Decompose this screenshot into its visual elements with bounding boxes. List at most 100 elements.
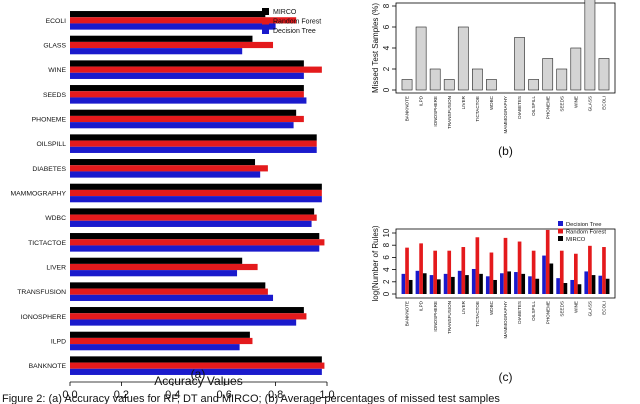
category-label-glass: GLASS (588, 96, 593, 111)
category-label-ecoli: ECOLI (46, 18, 67, 25)
y-tick-label-2: 4 (382, 267, 391, 272)
bar-decision-tree-wine (70, 72, 304, 79)
bar-random-forest-transfusion (70, 288, 268, 295)
bar-random-forest-ecoli (70, 17, 297, 24)
category-label-wdbc: WDBC (489, 300, 494, 315)
category-label-oilspill: OILSPILL (531, 301, 536, 321)
bar-random-forest-ilpd (419, 243, 423, 294)
category-label-banknote: BANKNOTE (29, 363, 67, 370)
bar-mirco-ilpd (70, 331, 250, 338)
bar-mirco-ecoli (605, 278, 610, 294)
bar-mirco-ecoli (70, 11, 266, 18)
category-label-diabetes: DIABETES (32, 166, 66, 173)
y-tick-label-0: 0 (382, 291, 391, 296)
bar-random-forest-wine (70, 66, 322, 73)
bar-wine (570, 47, 582, 91)
bar-decision-tree-seeds (70, 97, 307, 104)
bar-mirco-diabetes (70, 159, 256, 166)
bar-decision-tree-wine (570, 279, 575, 294)
y-axis-title: Missed Test Samples (%) (371, 3, 380, 93)
bar-mirco-oilspill (535, 278, 540, 294)
panel-b-missed-samples-chart: BANKNOTE ILPD IONOSPHERE TRANSFUSION LIVER TI… (371, 0, 616, 158)
bar-random-forest-oilspill (70, 140, 317, 147)
category-label-ionosphere: IONOSPHERE (21, 314, 67, 321)
category-label-phoneme: PHONEME (32, 117, 67, 124)
category-label-transfusion: TRANSFUSION (447, 96, 452, 129)
bar-random-forest-tictactoe (70, 239, 325, 246)
bar-random-forest-banknote (405, 247, 409, 294)
panel-label-b: (b) (498, 144, 513, 158)
bar-mirco-ionosphere (70, 307, 304, 314)
bar-decision-tree-banknote (70, 368, 322, 375)
category-label-ionosphere: IONOSPHERE (433, 301, 438, 332)
bar-transfusion (443, 79, 455, 91)
bar-mirco-phoneme (70, 109, 297, 116)
bar-decision-tree-ionosphere (70, 319, 297, 326)
category-label-seeds: SEEDS (43, 92, 67, 99)
panel-a-accuracy-chart: ECOLI GLASS WINE SEEDS PHONEME OILSPILL DIABET… (10, 8, 335, 401)
bar-random-forest-ecoli (602, 247, 606, 294)
category-label-diabetes: DIABETES (517, 301, 522, 324)
bar-random-forest-ilpd (70, 337, 253, 345)
legend-swatch-mirco (558, 236, 563, 241)
category-label-diabetes: DIABETES (517, 96, 522, 119)
bar-decision-tree-mammography (500, 273, 504, 294)
bar-decision-tree-liver (70, 270, 238, 277)
bar-random-forest-ionosphere (433, 250, 437, 294)
bar-mirco-banknote (408, 279, 413, 294)
category-label-liver: LIVER (461, 300, 466, 314)
category-label-mammography: MAMMOGRAPHY (10, 191, 66, 198)
bar-decision-tree-wdbc (70, 220, 312, 227)
bar-random-forest-wdbc (70, 214, 317, 221)
bar-decision-tree-phoneme (542, 255, 546, 294)
category-label-wine: WINE (48, 67, 66, 74)
legend-label-random-forest: Random Forest (566, 230, 606, 236)
category-label-glass: GLASS (43, 43, 66, 50)
legend-swatch-random-forest (558, 228, 563, 234)
category-label-banknote: BANKNOTE (405, 301, 410, 326)
bar-mirco-oilspill (70, 134, 317, 141)
bar-mirco-tictactoe (479, 273, 483, 294)
bar-mirco-glass (591, 275, 596, 294)
x-tick-label-4: 0.8 (268, 389, 283, 401)
y-tick-label-4: 8 (382, 242, 391, 247)
y-tick-label-4: 8 (382, 3, 391, 8)
category-label-wdbc: WDBC (45, 215, 66, 222)
bar-random-forest-phoneme (545, 229, 550, 294)
category-label-phoneme: PHONEME (545, 96, 550, 119)
bar-decision-tree-glass (70, 48, 243, 55)
bar-random-forest-seeds (70, 91, 304, 98)
y-axis-title: log(Number of Rules) (371, 225, 380, 301)
category-label-ecoli: ECOLI (602, 301, 607, 315)
bar-decision-tree-phoneme (70, 122, 294, 129)
bar-decision-tree-oilspill (70, 146, 317, 153)
bar-random-forest-glass (70, 41, 274, 49)
category-label-liver: LIVER (461, 95, 466, 109)
bar-random-forest-wdbc (489, 252, 494, 294)
bar-mirco-liver (465, 275, 469, 294)
bar-mirco-transfusion (70, 282, 266, 289)
category-label-liver: LIVER (46, 265, 66, 272)
category-label-banknote: BANKNOTE (405, 96, 410, 121)
category-label-ilpd: ILPD (51, 339, 66, 346)
category-label-tictactoe: TICTACTOE (475, 301, 480, 327)
category-label-mammography: MAMMOGRAPHY (503, 301, 508, 339)
bar-glass (584, 0, 596, 91)
bar-random-forest-mammography (503, 237, 508, 294)
bar-decision-tree-banknote (401, 273, 406, 294)
category-label-seeds: SEEDS (559, 301, 564, 317)
bar-decision-tree-diabetes (70, 171, 261, 178)
bar-decision-tree-ecoli (598, 275, 603, 294)
bar-random-forest-banknote (70, 362, 325, 369)
bar-decision-tree-glass (584, 271, 589, 294)
bar-decision-tree-wdbc (485, 276, 490, 294)
plot-frame (395, 228, 616, 299)
panel-label-c: (c) (499, 370, 513, 384)
legend-swatch-decision-tree (262, 27, 269, 34)
x-tick-label-1: 0.2 (114, 389, 129, 401)
bar-mirco-glass (70, 35, 253, 42)
bar-decision-tree-transfusion (443, 273, 448, 294)
bar-random-forest-liver (461, 247, 466, 294)
bar-mirco-wine (70, 60, 304, 67)
bar-random-forest-mammography (70, 189, 322, 197)
